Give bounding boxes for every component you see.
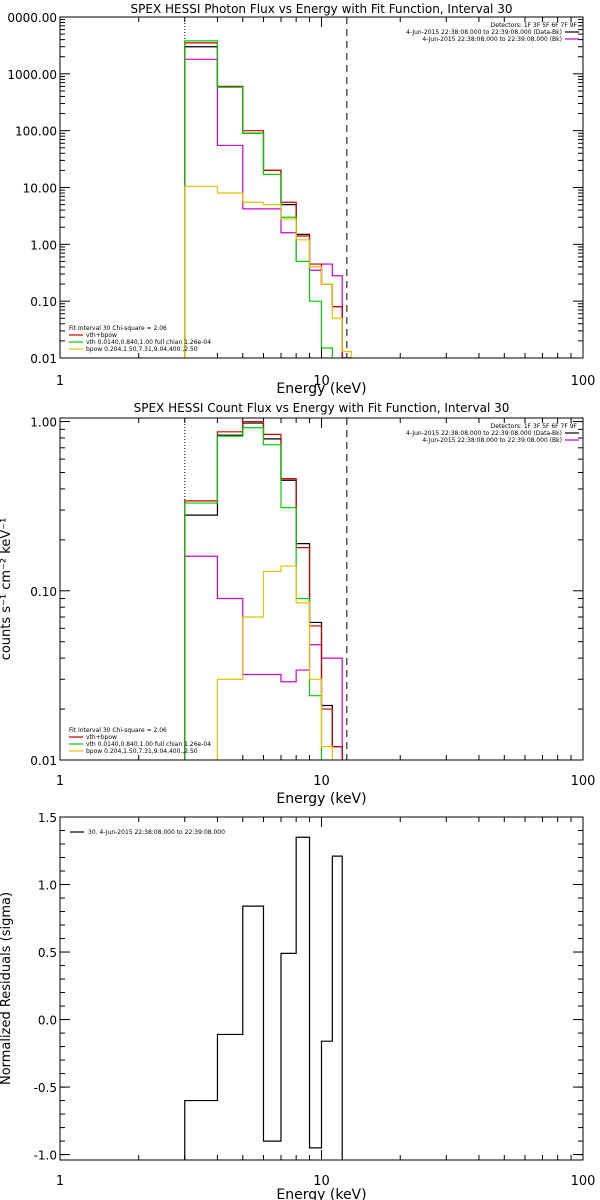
- series-background-line: [184, 58, 352, 358]
- y-tick-label: 0.10: [30, 295, 57, 309]
- fit-legend-title: Fit Interval 30 Chi-square = 2.06: [69, 325, 167, 332]
- series-observed-line: [184, 836, 343, 1160]
- header-legend-text: Detectors: 1F 3F 5F 6F 7F 9F: [491, 22, 578, 29]
- x-tick-label: 100: [571, 774, 596, 789]
- x-tick-label: 1: [56, 774, 64, 789]
- y-tick-label: 0.01: [30, 352, 57, 366]
- x-axis-label: Energy (keV): [276, 791, 366, 807]
- x-tick-label: 100: [571, 1174, 596, 1189]
- y-axis-label: Normalized Residuals (sigma): [0, 892, 14, 1085]
- x-tick-label: 100: [571, 374, 596, 389]
- header-legend-text: 4-Jun-2015 22:38:08.000 to 22:39:08.000 …: [406, 29, 562, 36]
- series-total_fit-line: [184, 42, 352, 358]
- y-tick-label: 1.00: [30, 416, 57, 430]
- y-tick-label: 1.0: [38, 879, 57, 893]
- residual-legend-text: 30. 4-Jun-2015 22:38:08.000 to 22:39:08.…: [88, 829, 225, 836]
- y-tick-label: 0.0: [38, 1014, 57, 1028]
- plot-frame: [59, 417, 584, 761]
- y-tick-label: 0.01: [30, 754, 57, 768]
- y-tick-label: 1.00: [30, 238, 57, 252]
- series-group: [184, 836, 343, 1160]
- y-tick-label: 0.5: [38, 946, 57, 960]
- y-tick-label: 10.00: [23, 182, 57, 196]
- plot-title: SPEX HESSI Photon Flux vs Energy with Fi…: [131, 2, 513, 16]
- plot-panel-1: SPEX HESSI Photon Flux vs Energy with Fi…: [7, 2, 595, 397]
- header-legend-text: 4-Jun-2015 22:38:08.000 to 22:39:08.000 …: [406, 430, 562, 437]
- header-legend-text: 4-Jun-2015 22:38:08.000 to 22:39:08.000 …: [422, 36, 562, 43]
- plot-panel-2: SPEX HESSI Count Flux vs Energy with Fit…: [0, 401, 596, 807]
- x-tick-label: 10: [313, 374, 330, 389]
- y-tick-label: -1.0: [34, 1149, 57, 1163]
- y-tick-label: 1000.00: [7, 68, 57, 82]
- fit-legend-text: vth+bpow: [86, 734, 117, 741]
- series-total_fit-line: [184, 420, 343, 760]
- plot-title: SPEX HESSI Count Flux vs Energy with Fit…: [134, 401, 510, 415]
- fit-legend-text: bpow 0.204,1.50,7.31,9.04,400.,2.50: [86, 346, 198, 353]
- series-group: [184, 40, 352, 358]
- fit-legend-text: vth 0.0140,0.840,1.00 full chian 1.26e-0…: [86, 339, 211, 346]
- x-axis-label: Energy (keV): [276, 381, 366, 397]
- series-observed-line: [184, 422, 343, 760]
- y-tick-label: 0000.00: [7, 11, 57, 25]
- plot-panel-3: 1 10 100 -1.0 -0.5 0.0 0.5 1.0 1.5 Energy (keV) No…: [0, 811, 595, 1200]
- header-legend-text: Detectors: 1F 3F 5F 6F 7F 9F: [491, 423, 578, 430]
- y-tick-label: 1.5: [38, 811, 57, 825]
- series-bpow-line: [216, 565, 333, 760]
- x-tick-label: 1: [56, 1174, 64, 1189]
- series-vth-line: [184, 40, 333, 358]
- x-tick-label: 10: [313, 774, 330, 789]
- y-tick-label: 100.00: [15, 125, 57, 139]
- plot-frame: [59, 816, 584, 1161]
- fit-legend-text: bpow 0.204,1.50,7.31,9.04,400.,2.50: [86, 748, 198, 755]
- series-vth-line: [184, 427, 323, 760]
- y-tick-label: 0.10: [30, 585, 57, 599]
- fit-legend-text: vth 0.0140,0.840,1.00 full chian 1.26e-0…: [86, 741, 211, 748]
- x-axis-label: Energy (keV): [276, 1187, 366, 1200]
- header-legend-text: 4-Jun-2015 22:38:08.000 to 22:39:08.000 …: [422, 437, 562, 444]
- x-tick-label: 1: [56, 374, 64, 389]
- fit-legend-text: vth+bpow: [86, 332, 117, 339]
- series-observed-line: [184, 46, 352, 358]
- series-group: [184, 420, 343, 760]
- x-tick-label: 10: [313, 1174, 330, 1189]
- fit-legend-title: Fit Interval 30 Chi-square = 2.06: [69, 727, 167, 734]
- y-axis-label: counts s⁻¹ cm⁻² keV⁻¹: [0, 518, 14, 661]
- plot-frame: [59, 16, 584, 359]
- series-bpow-line: [184, 185, 352, 358]
- series-background-line: [184, 555, 343, 760]
- y-tick-label: -0.5: [34, 1081, 57, 1095]
